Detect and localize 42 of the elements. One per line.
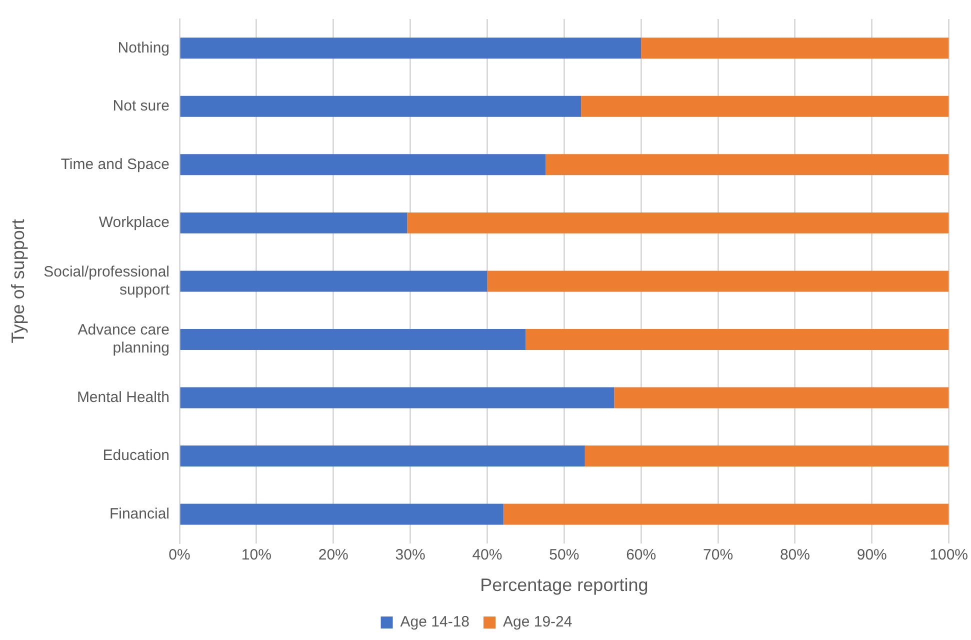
x-tick-label: 10% bbox=[241, 546, 272, 564]
y-tick-label: Social/professional support bbox=[44, 263, 170, 298]
y-axis-title: Type of support bbox=[8, 219, 28, 344]
x-tick-label: 60% bbox=[626, 546, 656, 564]
bar bbox=[180, 504, 504, 525]
x-tick-label: 90% bbox=[856, 546, 887, 564]
x-tick-label: 70% bbox=[703, 546, 734, 564]
x-axis-title: Percentage reporting bbox=[480, 575, 648, 596]
bar bbox=[180, 387, 614, 408]
x-tick-label: 40% bbox=[472, 546, 502, 564]
bar bbox=[180, 154, 546, 176]
y-tick-label: Time and Space bbox=[60, 156, 170, 173]
y-tick-label: Not sure bbox=[112, 98, 170, 115]
legend-label: Age 19-24 bbox=[503, 614, 572, 631]
bar bbox=[180, 96, 582, 117]
x-tick-label: 80% bbox=[780, 546, 810, 564]
y-tick-label: Advance care planning bbox=[78, 322, 170, 357]
bar bbox=[180, 446, 585, 466]
x-tick-label: 30% bbox=[395, 546, 426, 564]
bar bbox=[503, 504, 949, 525]
x-tick-label: 100% bbox=[930, 546, 968, 564]
x-tick-label: 0% bbox=[168, 546, 190, 564]
y-tick-label: Education bbox=[102, 447, 170, 464]
y-tick-label: Mental Health bbox=[76, 388, 170, 406]
x-tick-label: 20% bbox=[318, 546, 348, 564]
bar bbox=[180, 328, 526, 350]
bar bbox=[180, 270, 488, 292]
legend-label: Age 14-18 bbox=[400, 614, 470, 631]
bar bbox=[180, 212, 408, 234]
bar bbox=[526, 328, 949, 350]
bar bbox=[614, 387, 949, 408]
bar bbox=[180, 38, 642, 59]
bar bbox=[546, 154, 949, 176]
bar bbox=[584, 446, 949, 466]
bar bbox=[407, 212, 949, 234]
y-tick-label: Financial bbox=[109, 505, 170, 522]
y-tick-label: Nothing bbox=[118, 39, 170, 56]
x-tick-label: 50% bbox=[549, 546, 580, 564]
bar bbox=[581, 96, 949, 117]
y-tick-label: Workplace bbox=[98, 214, 170, 232]
bar bbox=[487, 270, 949, 292]
bar bbox=[641, 38, 949, 59]
